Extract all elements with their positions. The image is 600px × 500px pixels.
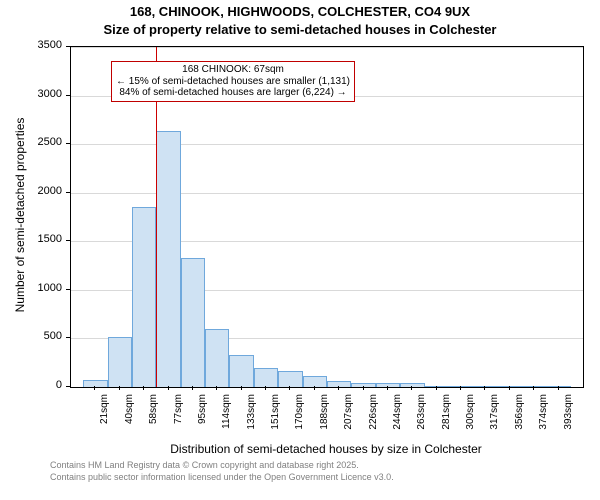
histogram-bar [83, 380, 107, 387]
x-tick-mark [265, 386, 266, 390]
annotation-line-0: 168 CHINOOK: 67sqm [116, 64, 350, 76]
chart-title-line2: Size of property relative to semi-detach… [0, 22, 600, 37]
x-tick-label: 114sqm [221, 394, 232, 444]
y-tick-mark [66, 240, 70, 241]
y-axis-label: Number of semi-detached properties [13, 65, 27, 365]
x-tick-mark [143, 386, 144, 390]
histogram-bar [425, 386, 449, 387]
x-tick-label: 374sqm [538, 394, 549, 444]
x-tick-label: 281sqm [441, 394, 452, 444]
histogram-bar [400, 383, 424, 387]
x-tick-mark [363, 386, 364, 390]
y-tick-label: 3000 [0, 88, 62, 100]
y-tick-mark [66, 192, 70, 193]
grid-line [71, 47, 583, 48]
x-tick-label: 77sqm [173, 394, 184, 444]
y-tick-label: 2500 [0, 136, 62, 148]
x-axis-label: Distribution of semi-detached houses by … [70, 442, 582, 456]
y-tick-label: 500 [0, 330, 62, 342]
y-tick-mark [66, 143, 70, 144]
x-tick-mark [411, 386, 412, 390]
histogram-bar [278, 371, 302, 387]
x-tick-label: 151sqm [270, 394, 281, 444]
histogram-bar [522, 386, 546, 387]
x-tick-mark [314, 386, 315, 390]
y-tick-label: 2000 [0, 185, 62, 197]
histogram-bar [473, 386, 497, 387]
histogram-bar [303, 376, 327, 387]
plot-area: 168 CHINOOK: 67sqm← 15% of semi-detached… [70, 46, 584, 388]
annotation-line-1: ← 15% of semi-detached houses are smalle… [116, 76, 350, 88]
x-tick-label: 207sqm [343, 394, 354, 444]
x-tick-label: 244sqm [392, 394, 403, 444]
footer-line-0: Contains HM Land Registry data © Crown c… [50, 460, 359, 470]
y-tick-mark [66, 289, 70, 290]
grid-line [71, 144, 583, 145]
x-tick-mark [192, 386, 193, 390]
x-tick-label: 95sqm [197, 394, 208, 444]
x-tick-label: 356sqm [514, 394, 525, 444]
histogram-bar [327, 381, 351, 387]
x-tick-mark [558, 386, 559, 390]
x-tick-label: 133sqm [246, 394, 257, 444]
x-tick-label: 170sqm [294, 394, 305, 444]
y-tick-label: 0 [0, 379, 62, 391]
x-tick-mark [387, 386, 388, 390]
x-tick-label: 263sqm [416, 394, 427, 444]
x-tick-mark [289, 386, 290, 390]
x-tick-mark [94, 386, 95, 390]
histogram-bar [498, 386, 522, 387]
x-tick-label: 226sqm [368, 394, 379, 444]
histogram-bar [108, 337, 132, 388]
x-tick-mark [241, 386, 242, 390]
histogram-bar [229, 355, 253, 387]
y-tick-label: 1500 [0, 233, 62, 245]
histogram-bar [156, 131, 180, 387]
y-tick-label: 1000 [0, 282, 62, 294]
x-tick-mark [460, 386, 461, 390]
x-tick-mark [484, 386, 485, 390]
histogram-bar [132, 207, 156, 387]
annotation-line-2: 84% of semi-detached houses are larger (… [116, 87, 350, 99]
x-tick-mark [119, 386, 120, 390]
x-tick-mark [216, 386, 217, 390]
x-tick-label: 58sqm [148, 394, 159, 444]
y-tick-mark [66, 337, 70, 338]
x-tick-label: 40sqm [124, 394, 135, 444]
histogram-bar [351, 383, 375, 387]
histogram-bar [205, 329, 229, 387]
chart-title-line1: 168, CHINOOK, HIGHWOODS, COLCHESTER, CO4… [0, 4, 600, 19]
y-tick-mark [66, 386, 70, 387]
y-tick-mark [66, 95, 70, 96]
y-tick-mark [66, 46, 70, 47]
x-tick-label: 393sqm [563, 394, 574, 444]
x-tick-label: 188sqm [319, 394, 330, 444]
x-tick-mark [338, 386, 339, 390]
x-tick-label: 317sqm [489, 394, 500, 444]
x-tick-label: 21sqm [99, 394, 110, 444]
grid-line [71, 193, 583, 194]
x-tick-mark [168, 386, 169, 390]
x-tick-mark [533, 386, 534, 390]
footer-line-1: Contains public sector information licen… [50, 472, 394, 482]
y-tick-label: 3500 [0, 39, 62, 51]
x-tick-label: 300sqm [465, 394, 476, 444]
histogram-bar [546, 386, 570, 387]
x-tick-mark [509, 386, 510, 390]
histogram-bar [181, 258, 205, 387]
x-tick-mark [436, 386, 437, 390]
histogram-bar [376, 383, 400, 387]
annotation-box: 168 CHINOOK: 67sqm← 15% of semi-detached… [111, 61, 355, 102]
histogram-bar [254, 368, 278, 387]
